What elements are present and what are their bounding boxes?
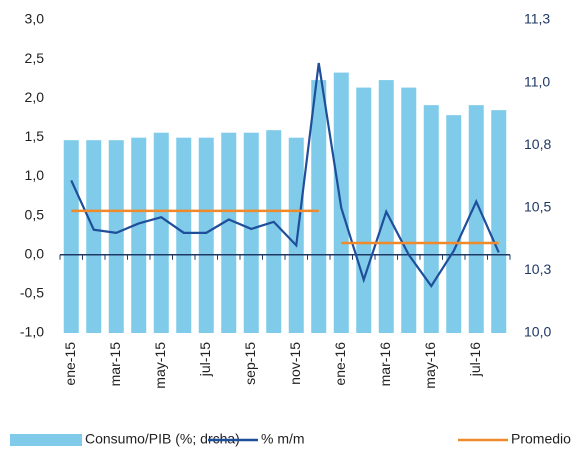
y2-tick-label: 10,3 xyxy=(524,261,551,277)
bar xyxy=(198,137,214,333)
legend-label: % m/m xyxy=(261,431,305,447)
bar xyxy=(311,80,327,333)
x-tick-label: jul-16 xyxy=(467,342,483,377)
bar xyxy=(153,132,169,333)
bar xyxy=(491,110,507,333)
y2-tick-label: 11,3 xyxy=(524,11,550,27)
bar xyxy=(221,132,237,333)
x-tick-label: mar-16 xyxy=(377,342,393,387)
y2-tick-label: 11,0 xyxy=(524,73,550,89)
bar xyxy=(131,137,147,333)
bar xyxy=(423,105,439,333)
bar xyxy=(86,140,102,333)
bar xyxy=(243,132,259,333)
y-tick-label: -1,0 xyxy=(20,324,44,340)
y2-tick-label: 10,0 xyxy=(524,324,551,340)
x-tick-label: ene-16 xyxy=(332,342,348,386)
legend-swatch xyxy=(10,434,82,446)
legend-label: Consumo/PIB (%; drcha) xyxy=(85,431,240,447)
y-tick-label: 2,0 xyxy=(25,89,45,105)
y-tick-label: 2,5 xyxy=(25,50,45,66)
y-tick-label: 0,5 xyxy=(25,206,45,222)
bar xyxy=(176,137,192,333)
x-tick-label: may-15 xyxy=(152,342,168,389)
x-tick-label: jul-15 xyxy=(197,342,213,377)
x-tick-label: may-16 xyxy=(422,342,438,389)
bar xyxy=(63,140,79,333)
y-tick-label: 0,0 xyxy=(25,245,45,261)
x-tick-label: ene-15 xyxy=(62,342,78,386)
bar xyxy=(108,140,124,333)
bar xyxy=(378,80,394,333)
y2-tick-label: 10,5 xyxy=(524,199,551,215)
legend-label: Promedio xyxy=(511,431,571,447)
y-tick-label: 1,5 xyxy=(25,128,45,144)
line xyxy=(70,62,500,289)
x-tick-label: nov-15 xyxy=(287,342,303,385)
bar xyxy=(288,137,304,333)
y-tick-label: 3,0 xyxy=(25,11,45,27)
bar xyxy=(446,115,462,333)
bar xyxy=(468,105,484,333)
x-tick-label: sep-15 xyxy=(242,342,258,385)
y-tick-label: -0,5 xyxy=(20,285,44,301)
bar xyxy=(356,87,372,333)
bar xyxy=(266,130,282,333)
bar xyxy=(401,87,417,333)
x-tick-label: mar-15 xyxy=(107,342,123,387)
y-tick-label: 1,0 xyxy=(25,167,45,183)
y2-tick-label: 10,8 xyxy=(524,136,551,152)
